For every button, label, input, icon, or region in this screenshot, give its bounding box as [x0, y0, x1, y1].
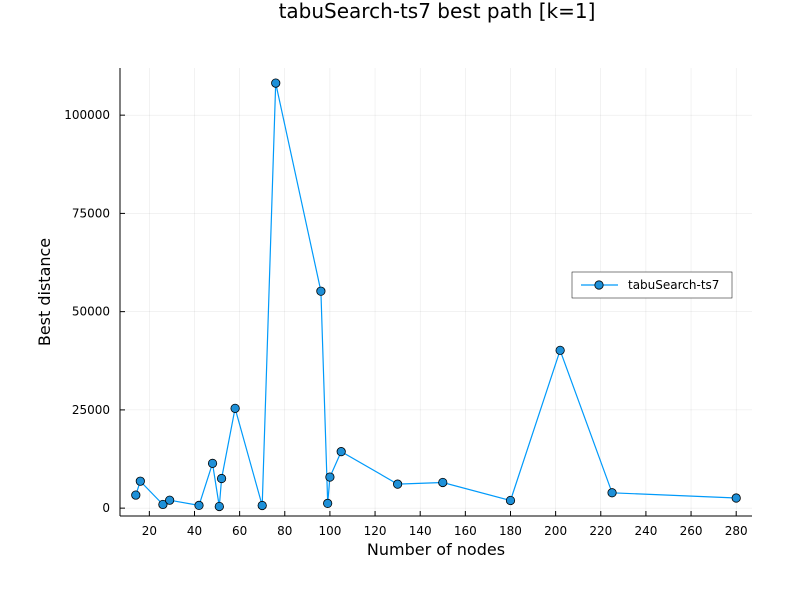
x-tick-label: 20 — [142, 524, 157, 538]
data-point — [316, 286, 326, 296]
data-point — [555, 345, 565, 355]
data-point — [216, 473, 227, 484]
x-tick-label: 280 — [725, 524, 748, 538]
data-point — [194, 500, 204, 510]
data-point — [257, 500, 267, 511]
data-point — [325, 472, 335, 482]
data-point — [731, 493, 741, 503]
x-tick-label: 140 — [409, 524, 432, 538]
legend-marker — [594, 280, 604, 290]
x-tick-label: 180 — [499, 524, 522, 538]
x-tick-label: 60 — [232, 524, 247, 538]
data-point — [438, 477, 448, 488]
chart-title: tabuSearch-ts7 best path [k=1] — [279, 0, 596, 23]
x-tick-label: 120 — [364, 524, 387, 538]
y-tick-label: 0 — [102, 501, 110, 515]
legend: tabuSearch-ts7 — [571, 271, 733, 299]
x-tick-label: 260 — [680, 524, 703, 538]
data-point — [131, 490, 141, 500]
y-axis-label: Best distance — [35, 238, 54, 346]
series-layer — [131, 78, 741, 512]
data-point — [393, 479, 403, 489]
data-point — [158, 499, 168, 510]
y-tick-label: 25000 — [72, 403, 110, 417]
x-tick-label: 240 — [634, 524, 657, 538]
y-tick-label: 75000 — [72, 206, 110, 220]
x-tick-label: 40 — [187, 524, 202, 538]
x-axis-label: Number of nodes — [367, 540, 505, 559]
y-tick-label: 100000 — [64, 108, 110, 122]
data-point — [323, 498, 333, 508]
data-point — [230, 403, 240, 413]
data-point — [505, 495, 516, 506]
data-point — [336, 447, 346, 457]
y-ticks: 0 25000 50000 75000 100000 — [64, 108, 125, 515]
legend-label: tabuSearch-ts7 — [628, 278, 719, 292]
x-tick-label: 220 — [589, 524, 612, 538]
data-point — [214, 501, 224, 512]
axes — [119, 68, 752, 517]
data-point — [135, 476, 145, 486]
x-tick-label: 160 — [454, 524, 477, 538]
x-ticks: 20 40 60 80 100 120 140 160 180 200 220 240 260 280 — [142, 511, 748, 538]
data-point — [207, 458, 218, 468]
y-tick-label: 50000 — [72, 305, 110, 319]
data-point — [607, 488, 617, 498]
data-point — [271, 78, 281, 88]
data-point — [165, 495, 175, 505]
x-tick-label: 200 — [544, 524, 567, 538]
x-tick-label: 100 — [318, 524, 341, 538]
x-tick-label: 80 — [277, 524, 292, 538]
